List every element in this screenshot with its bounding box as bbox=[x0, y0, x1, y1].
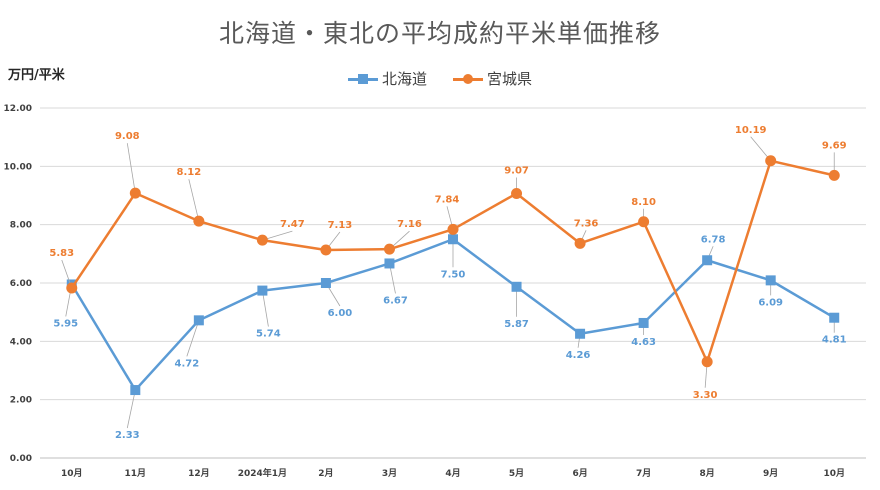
data-point bbox=[638, 317, 649, 328]
x-tick-label: 10月 bbox=[823, 468, 845, 479]
data-label: 6.78 bbox=[701, 234, 726, 245]
data-point bbox=[384, 258, 395, 269]
y-tick-label: 10.00 bbox=[4, 162, 32, 172]
data-label: 10.19 bbox=[735, 125, 767, 136]
leader-line bbox=[126, 389, 136, 429]
data-label: 7.36 bbox=[574, 218, 599, 229]
x-tick-label: 2024年1月 bbox=[238, 467, 287, 479]
legend: 北海道 宮城県 bbox=[0, 68, 880, 89]
data-label: 2.33 bbox=[115, 430, 140, 441]
x-tick-label: 9月 bbox=[763, 468, 778, 479]
x-tick-label: 3月 bbox=[382, 468, 397, 479]
data-label: 8.12 bbox=[177, 167, 202, 178]
data-label: 4.63 bbox=[631, 337, 656, 348]
data-label: 8.10 bbox=[631, 197, 656, 208]
y-tick-label: 12.00 bbox=[4, 104, 32, 114]
data-point bbox=[130, 385, 141, 396]
legend-label-series-1: 北海道 bbox=[381, 70, 427, 88]
data-point bbox=[701, 356, 713, 368]
data-point bbox=[765, 155, 777, 167]
data-point bbox=[256, 234, 268, 246]
data-label: 6.67 bbox=[383, 295, 408, 306]
x-tick-label: 5月 bbox=[509, 468, 524, 479]
x-tick-label: 2月 bbox=[318, 468, 333, 479]
data-label: 7.16 bbox=[397, 219, 422, 230]
data-point bbox=[829, 312, 840, 323]
x-tick-label: 4月 bbox=[445, 468, 460, 479]
x-tick-label: 12月 bbox=[188, 468, 210, 479]
data-point bbox=[511, 187, 523, 199]
legend-item-series-1: 北海道 bbox=[347, 68, 427, 89]
data-label: 5.95 bbox=[53, 318, 78, 329]
data-label: 3.30 bbox=[693, 390, 718, 401]
x-tick-label: 11月 bbox=[125, 468, 147, 479]
data-point bbox=[702, 255, 713, 266]
data-label: 9.08 bbox=[115, 131, 140, 142]
legend-label-series-2: 宮城県 bbox=[487, 70, 533, 88]
x-tick-label: 8月 bbox=[700, 468, 715, 479]
leader-line bbox=[126, 143, 136, 194]
data-label: 7.50 bbox=[441, 269, 466, 280]
data-point bbox=[765, 275, 776, 286]
x-tick-label: 10月 bbox=[61, 468, 83, 479]
data-point bbox=[66, 282, 78, 294]
data-label: 6.00 bbox=[328, 308, 353, 319]
data-label: 7.13 bbox=[328, 220, 353, 231]
data-point bbox=[511, 281, 522, 292]
data-point bbox=[828, 169, 840, 181]
data-point bbox=[320, 244, 332, 256]
x-tick-label: 6月 bbox=[572, 468, 587, 479]
leader-line bbox=[261, 290, 269, 327]
data-point bbox=[193, 315, 204, 326]
chart-title: 北海道・東北の平均成約平米単価推移 bbox=[218, 19, 661, 48]
y-tick-label: 2.00 bbox=[10, 396, 32, 406]
data-point bbox=[447, 223, 459, 235]
x-tick-label: 7月 bbox=[636, 468, 651, 479]
data-label: 9.07 bbox=[504, 165, 529, 176]
y-tick-label: 0.00 bbox=[10, 454, 32, 464]
y-axis-unit: 万円/平米 bbox=[8, 68, 65, 83]
data-label: 5.74 bbox=[256, 329, 281, 340]
data-point bbox=[638, 216, 650, 228]
data-point bbox=[129, 187, 141, 199]
y-tick-label: 4.00 bbox=[10, 337, 32, 347]
y-tick-label: 8.00 bbox=[10, 221, 32, 231]
data-label: 4.26 bbox=[566, 350, 591, 361]
leader-line bbox=[186, 320, 200, 357]
data-label: 4.81 bbox=[822, 335, 847, 346]
data-point bbox=[448, 234, 458, 245]
data-label: 7.84 bbox=[435, 194, 460, 205]
legend-swatch-series-2 bbox=[453, 73, 483, 85]
data-label: 6.09 bbox=[758, 297, 783, 308]
data-point bbox=[193, 215, 205, 227]
data-label: 4.72 bbox=[175, 358, 200, 369]
data-point bbox=[575, 328, 586, 339]
data-label: 7.47 bbox=[280, 219, 305, 230]
data-point bbox=[383, 243, 395, 255]
leader-line bbox=[188, 179, 200, 222]
legend-item-series-2: 宮城県 bbox=[453, 68, 532, 89]
y-tick-label: 6.00 bbox=[10, 279, 32, 289]
data-label: 5.83 bbox=[49, 248, 74, 259]
legend-swatch-series-1 bbox=[347, 73, 378, 85]
data-point bbox=[320, 278, 331, 288]
data-point bbox=[257, 285, 268, 296]
data-point bbox=[574, 237, 586, 249]
data-label: 9.69 bbox=[822, 140, 847, 151]
data-label: 5.87 bbox=[504, 319, 529, 330]
